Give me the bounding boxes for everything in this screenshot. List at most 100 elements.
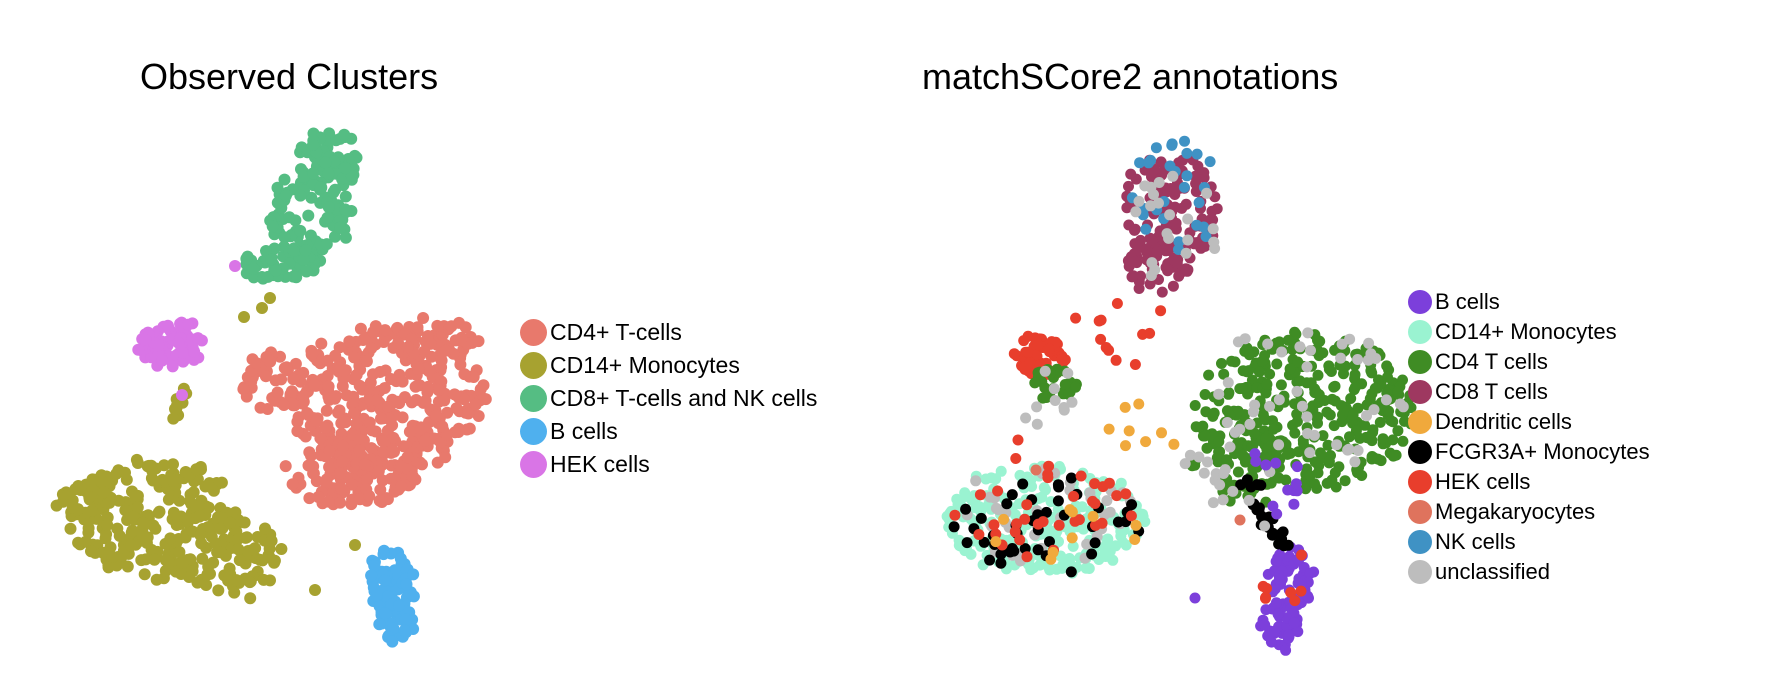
annotation-point [1021, 551, 1033, 563]
observed-cluster-point [247, 262, 260, 275]
annotation-point [1213, 436, 1225, 448]
observed-cluster-point [393, 599, 405, 612]
observed-cluster-point [333, 404, 346, 417]
observed-cluster-point [435, 354, 448, 367]
annotation-legend-marker [1408, 320, 1432, 344]
annotation-point [1300, 483, 1312, 495]
annotation-point [1374, 416, 1386, 428]
annotation-point [1269, 625, 1281, 637]
observed-cluster-point [302, 209, 315, 222]
annotation-point [984, 491, 996, 503]
annotation-point [1285, 587, 1297, 598]
annotation-point [1044, 536, 1055, 548]
annotation-point [1010, 453, 1022, 464]
observed-cluster-point [469, 398, 482, 411]
annotation-point [1294, 341, 1306, 353]
annotation-point [1052, 479, 1064, 491]
observed-cluster-point [280, 361, 293, 374]
annotation-point [1356, 470, 1368, 481]
observed-cluster-point [303, 492, 316, 505]
observed-cluster-point [243, 576, 256, 589]
observed-cluster-point [422, 380, 434, 393]
annotation-point [1043, 460, 1055, 472]
annotation-point [1171, 257, 1183, 269]
observed-cluster-point [156, 354, 169, 367]
annotation-legend-item: CD8 T cells [1408, 377, 1650, 407]
observed-legend-label: HEK cells [550, 451, 650, 477]
annotation-point [1019, 513, 1031, 525]
annotation-point [1359, 419, 1371, 431]
observed-legend-item: B cells [520, 415, 817, 448]
observed-cluster-point [314, 432, 327, 445]
annotation-point [1143, 157, 1155, 169]
annotation-point [1006, 543, 1018, 554]
observed-cluster-point [418, 434, 431, 447]
annotation-point [1120, 539, 1132, 551]
observed-cluster-point [472, 410, 485, 422]
annotation-legend-label: Megakaryocytes [1435, 499, 1596, 524]
observed-clusters-legend: CD4+ T-cells CD14+ Monocytes CD8+ T-cells … [520, 316, 817, 481]
annotation-point [1264, 368, 1276, 380]
observed-cluster-point [474, 383, 487, 396]
annotation-point [1218, 368, 1230, 380]
observed-cluster-point [392, 337, 405, 350]
observed-cluster-point [319, 476, 332, 488]
annotation-point [1129, 223, 1141, 235]
annotation-legend-label: CD4 T cells [1435, 349, 1548, 374]
annotation-point [974, 489, 986, 501]
annotation-point [1237, 449, 1249, 461]
annotation-point [1070, 312, 1082, 324]
observed-cluster-point [369, 320, 382, 333]
observed-cluster-point [238, 311, 250, 323]
annotation-point [1349, 369, 1361, 381]
observed-cluster-point [377, 548, 390, 561]
annotation-point [1387, 434, 1399, 446]
observed-cluster-point [278, 173, 291, 186]
annotation-point [1093, 315, 1105, 327]
observed-legend-label: CD14+ Monocytes [550, 352, 740, 378]
annotation-point [1189, 170, 1201, 182]
annotation-point [1387, 416, 1399, 428]
observed-cluster-point [368, 559, 381, 572]
annotation-point [1167, 280, 1179, 292]
annotation-point [1290, 328, 1302, 340]
observed-cluster-point [463, 422, 476, 435]
annotation-legend-item: Dendritic cells [1408, 407, 1650, 437]
annotation-point [1101, 495, 1113, 507]
observed-cluster-point [422, 330, 434, 342]
observed-legend-label: CD4+ T-cells [550, 319, 682, 345]
observed-cluster-point [319, 156, 332, 169]
annotation-point [1189, 400, 1201, 411]
annotation-point [1137, 511, 1149, 522]
observed-cluster-point [395, 480, 408, 493]
observed-cluster-point [132, 343, 145, 356]
observed-cluster-point [348, 351, 361, 364]
observed-cluster-point [386, 635, 399, 648]
observed-cluster-point [195, 334, 208, 347]
observed-cluster-point [285, 385, 298, 398]
observed-cluster-point [354, 322, 367, 335]
annotation-point [1012, 434, 1024, 446]
annotation-point [1119, 401, 1131, 413]
observed-cluster-point [192, 500, 205, 513]
annotation-point [1140, 436, 1152, 448]
observed-legend-item: CD14+ Monocytes [520, 349, 817, 382]
observed-cluster-point [360, 355, 373, 368]
observed-cluster-point [334, 221, 347, 234]
annotation-point [960, 503, 972, 515]
annotation-point [1202, 456, 1213, 468]
annotation-point [1184, 449, 1196, 461]
observed-cluster-point [50, 499, 63, 512]
annotation-point [1339, 475, 1351, 487]
observed-cluster-point [261, 403, 274, 415]
observed-cluster-point [305, 449, 317, 462]
annotation-point [1173, 236, 1185, 248]
observed-cluster-point [153, 505, 166, 518]
annotation-point [1130, 206, 1142, 218]
annotation-point [1369, 382, 1381, 394]
annotation-point [1096, 517, 1108, 529]
observed-cluster-point [339, 190, 352, 203]
observed-cluster-point [370, 589, 383, 602]
observed-cluster-point [215, 476, 228, 489]
annotation-point [1243, 494, 1255, 506]
